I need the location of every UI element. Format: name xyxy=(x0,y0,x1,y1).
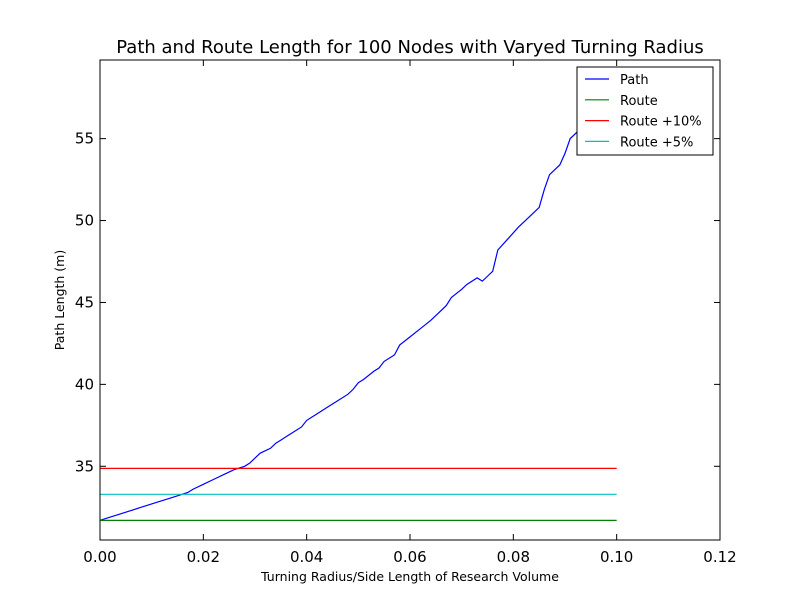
x-tick-label: 0.04 xyxy=(290,548,323,566)
x-tick-label: 0.02 xyxy=(187,548,220,566)
legend-label: Route +5% xyxy=(620,135,693,150)
y-tick-label: 55 xyxy=(75,130,94,148)
series-layer xyxy=(100,102,617,521)
x-tick-label: 0.10 xyxy=(600,548,633,566)
x-axis-ticks: 0.00 0.02 0.04 0.06 0.08 0.10 0.12 xyxy=(83,60,737,566)
legend-label: Path xyxy=(620,73,649,88)
y-tick-label: 35 xyxy=(75,457,94,475)
legend-box xyxy=(576,66,714,156)
x-tick-label: 0.12 xyxy=(703,548,736,566)
y-tick-label: 45 xyxy=(75,293,94,311)
legend: Path Route Route +10% Route +5% xyxy=(576,66,714,156)
chart-title: Path and Route Length for 100 Nodes with… xyxy=(116,37,703,58)
y-axis-ticks: 35 40 45 50 55 xyxy=(75,130,720,475)
y-tick-label: 50 xyxy=(75,212,94,230)
x-axis-label: Turning Radius/Side Length of Research V… xyxy=(260,569,559,584)
legend-label: Route +10% xyxy=(620,115,702,130)
y-tick-label: 40 xyxy=(75,375,94,393)
y-axis-label: Path Length (m) xyxy=(52,250,67,350)
x-tick-label: 0.06 xyxy=(393,548,426,566)
x-tick-label: 0.00 xyxy=(83,548,116,566)
legend-label: Route xyxy=(620,94,658,109)
series-line-path xyxy=(100,102,602,521)
x-tick-label: 0.08 xyxy=(497,548,530,566)
